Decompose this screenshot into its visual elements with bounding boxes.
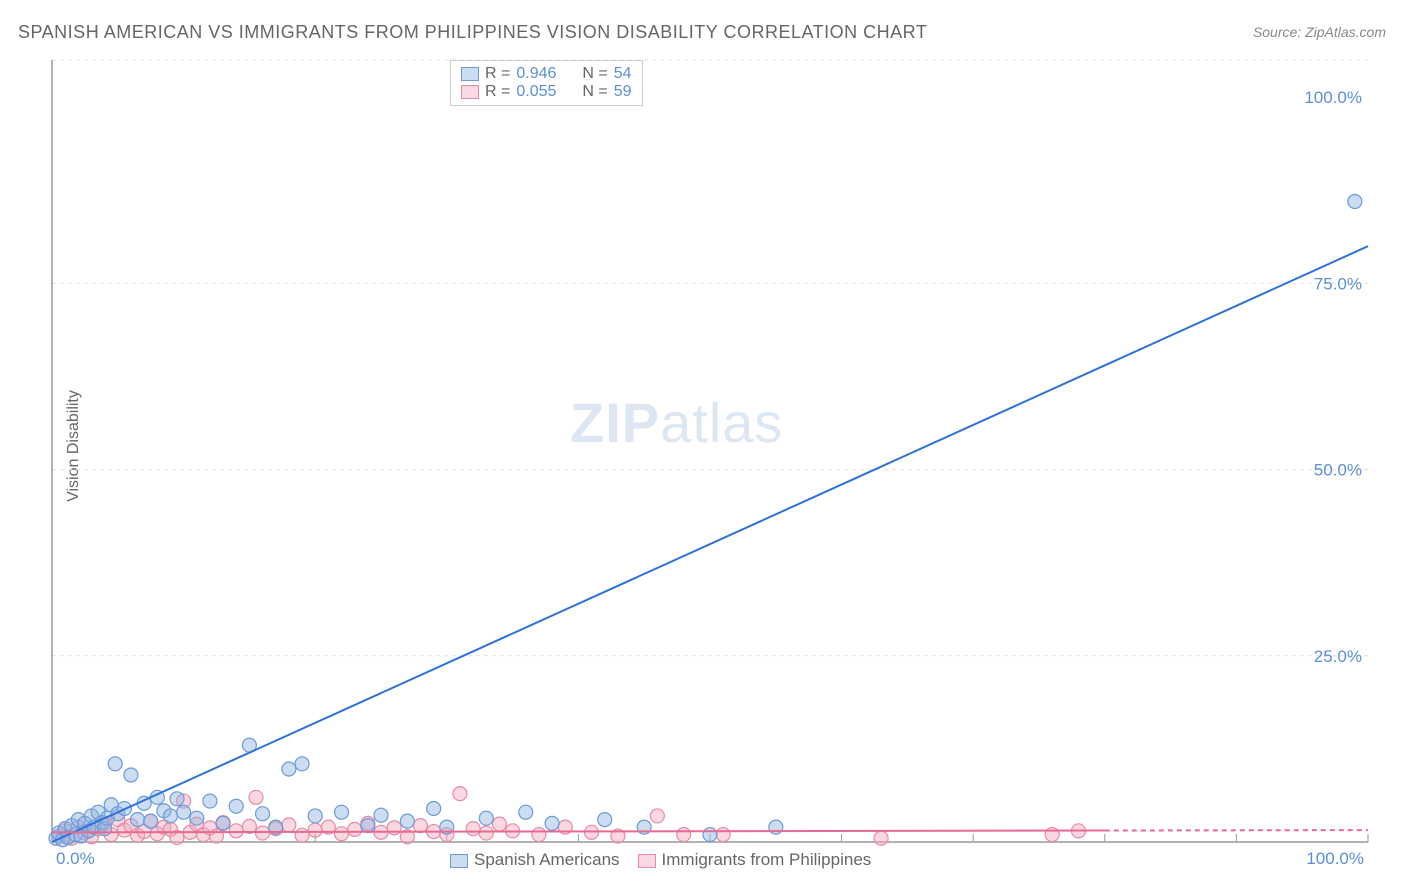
series-legend-item: Immigrants from Philippines [638, 850, 872, 870]
series-legend-item: Spanish Americans [450, 850, 620, 870]
series-name: Immigrants from Philippines [662, 850, 872, 869]
legend-n-label: N = [582, 65, 607, 83]
legend-n-label: N = [582, 83, 607, 101]
legend-swatch [461, 85, 479, 99]
legend-n-value: 59 [614, 83, 632, 101]
legend-r-label: R = [485, 65, 510, 83]
legend-row: R = 0.055 N = 59 [461, 83, 632, 101]
chart-svg: 25.0% 50.0% 75.0% 100.0% 0.0% 100.0% [0, 0, 1406, 892]
series-legend: Spanish Americans Immigrants from Philipp… [450, 850, 871, 870]
correlation-legend: R = 0.946 N = 54 R = 0.055 N = 59 [450, 60, 643, 106]
series-name: Spanish Americans [474, 850, 620, 869]
y-tick-label: 75.0% [1314, 274, 1362, 293]
legend-r-value: 0.055 [516, 83, 556, 101]
legend-r-label: R = [485, 83, 510, 101]
legend-swatch [461, 67, 479, 81]
legend-r-value: 0.946 [516, 65, 556, 83]
legend-n-value: 54 [614, 65, 632, 83]
legend-swatch [450, 854, 468, 868]
legend-row: R = 0.946 N = 54 [461, 65, 632, 83]
y-tick-label: 25.0% [1314, 647, 1362, 666]
y-tick-label: 100.0% [1304, 88, 1362, 107]
x-tick-label: 0.0% [56, 849, 95, 868]
x-tick-label: 100.0% [1306, 849, 1364, 868]
legend-swatch [638, 854, 656, 868]
y-tick-label: 50.0% [1314, 461, 1362, 480]
chart-container: SPANISH AMERICAN VS IMMIGRANTS FROM PHIL… [0, 0, 1406, 892]
